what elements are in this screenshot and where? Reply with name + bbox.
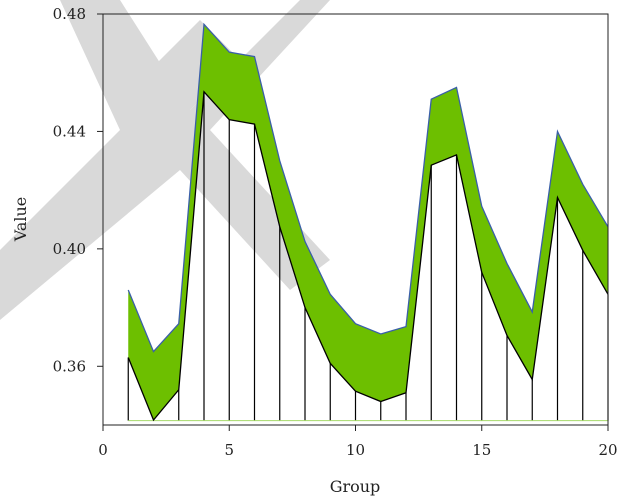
- plot-area: [127, 22, 609, 422]
- x-tick-label: 5: [224, 441, 234, 459]
- x-tick-label: 0: [98, 441, 108, 459]
- upper-series-line: [127, 22, 609, 353]
- line-layer: [127, 22, 609, 422]
- drop-line-layer: [127, 91, 609, 421]
- x-axis-title: Group: [330, 477, 381, 496]
- x-tick-label: 15: [472, 441, 491, 459]
- lower-series-line: [127, 90, 609, 422]
- y-tick-label: 0.44: [53, 122, 86, 140]
- y-tick-label: 0.36: [53, 357, 86, 375]
- y-tick-label: 0.40: [53, 240, 86, 258]
- x-tick-label: 10: [346, 441, 365, 459]
- y-axis-ticks: 0.36 0.40 0.44 0.48: [53, 5, 103, 375]
- watermark: [0, 0, 330, 320]
- y-axis-title: Value: [11, 197, 30, 243]
- x-tick-label: 20: [598, 441, 617, 459]
- x-axis-ticks: 0 5 10 15 20: [98, 425, 618, 459]
- watermark-shape-main: [0, 0, 330, 320]
- band-layer: [128, 24, 608, 421]
- y-tick-label: 0.48: [53, 5, 86, 23]
- band-area: [128, 24, 608, 421]
